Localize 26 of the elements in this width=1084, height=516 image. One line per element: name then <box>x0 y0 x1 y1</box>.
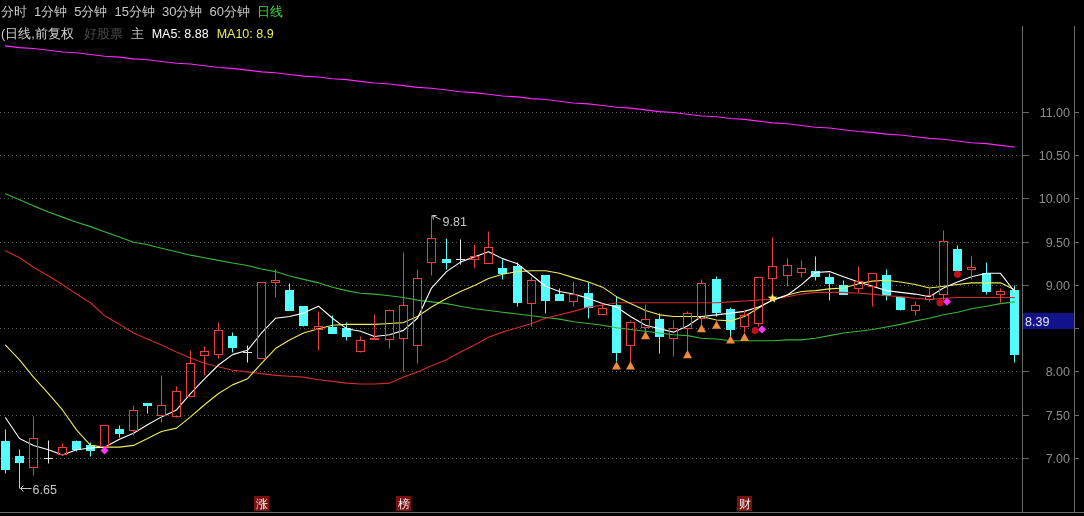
legend-item: MA5: 8.88 <box>151 27 209 41</box>
annotation: 日线 <box>256 4 283 19</box>
tick-label: 9.00 <box>1045 279 1070 293</box>
annotation: 分时 <box>1 4 27 19</box>
category-label: 榜 <box>397 497 410 510</box>
annotation: 15分钟 <box>114 4 155 19</box>
tick-label: 8.00 <box>1045 365 1070 379</box>
tick-label: 7.00 <box>1045 452 1070 466</box>
annotation: 1分钟 <box>34 4 68 19</box>
title: (日线,前复权 <box>1 27 74 41</box>
legend-item: MA10: 8.9 <box>216 27 274 41</box>
annotation: 8.39 <box>1025 314 1050 329</box>
annotation: 60分钟 <box>209 4 250 19</box>
tick-label: 7.50 <box>1045 409 1070 423</box>
annotation: 9.81 <box>442 214 467 229</box>
annotation: 6.65 <box>32 482 57 497</box>
tick-label: 11.00 <box>1039 106 1070 120</box>
tick-label: 10.50 <box>1038 149 1070 163</box>
annotation: 5分钟 <box>74 4 108 19</box>
annotation: 主 <box>130 27 144 41</box>
annotation: 好股票 <box>83 27 123 41</box>
tick-label: 9.50 <box>1045 236 1070 250</box>
annotation: 30分钟 <box>161 4 203 19</box>
category-label: 财 <box>738 497 751 510</box>
category-label: 涨 <box>255 497 268 510</box>
tick-label: 10.00 <box>1038 192 1070 206</box>
